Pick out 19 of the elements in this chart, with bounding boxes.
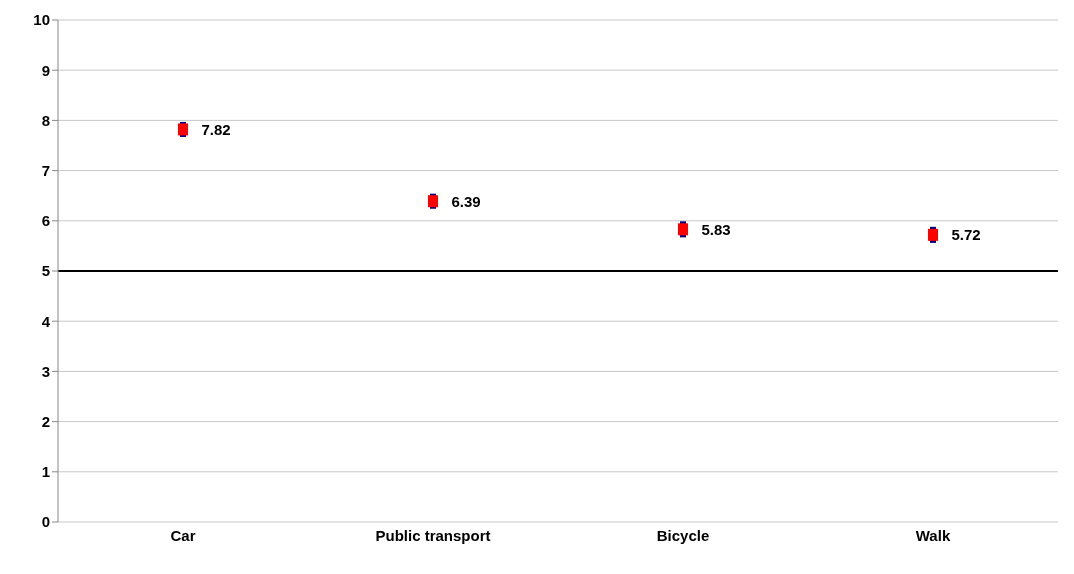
x-tick-label: Car	[170, 526, 196, 544]
y-tick-label: 0	[41, 513, 50, 531]
data-label: 6.39	[451, 192, 481, 210]
x-tick-label: Public transport	[375, 526, 491, 544]
x-tick-label: Bicycle	[656, 526, 710, 544]
y-tick-label: 3	[41, 362, 50, 380]
y-tick-label: 5	[41, 262, 50, 280]
data-label: 5.72	[951, 226, 981, 244]
y-tick-label: 2	[41, 412, 50, 430]
data-label: 7.82	[201, 120, 231, 138]
y-tick-label: 1	[41, 463, 50, 481]
y-tick-label: 4	[41, 312, 51, 330]
y-tick-label: 9	[41, 61, 50, 79]
y-tick-label: 7	[41, 161, 50, 179]
x-tick-label: Walk	[915, 526, 951, 544]
y-tick-label: 6	[41, 212, 50, 230]
y-tick-label: 10	[33, 11, 50, 29]
y-tick-label: 8	[41, 111, 50, 129]
data-label: 5.83	[701, 220, 731, 238]
